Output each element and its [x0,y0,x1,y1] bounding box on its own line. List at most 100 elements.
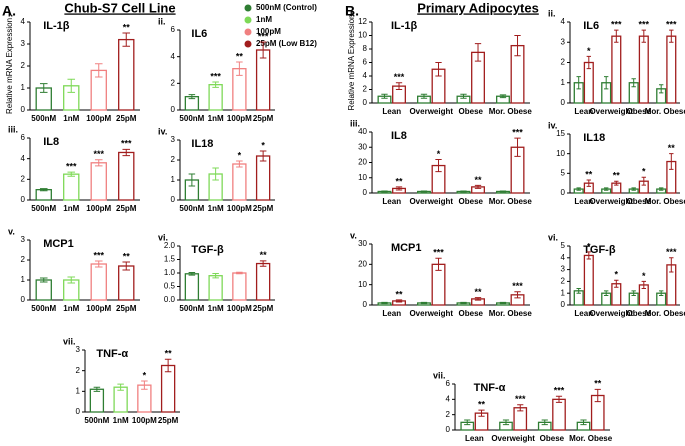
panel-label: vii. [63,336,76,346]
y-tick-label: 20 [358,259,367,268]
significance: *** [93,250,104,260]
panel-label: iv. [158,126,167,136]
error-bar [580,419,587,426]
panel-label: vi. [548,232,558,242]
y-tick-label: 0 [21,195,26,204]
error-bar [236,271,243,275]
error-bar [188,94,196,100]
error-bar [658,290,664,297]
error-bar [502,419,510,426]
x-tick-label: Lean [465,434,484,443]
y-tick-label: 0.5 [164,282,176,291]
x-tick-label: 25pM [116,204,137,213]
y-tick-label: 0 [171,195,176,204]
error-bar [236,160,243,168]
significance: ** [585,169,593,179]
significance: ** [236,51,244,61]
x-tick-label: 25pM [116,114,137,123]
error-bar [94,260,103,268]
y-tick-label: 4 [561,17,566,26]
y-tick-label: 1.0 [164,268,176,277]
x-tick-label: 500nM [31,304,56,313]
y-tick-label: 3 [21,235,26,244]
y-tick-label: 6 [363,58,368,67]
x-tick-label: Lean [574,107,593,116]
error-bar [603,290,609,297]
chart-title: IL8 [391,130,407,142]
y-tick-label: 15 [556,129,565,138]
x-tick-label: Overweight [589,309,633,318]
x-tick-label: Mor. Obese [489,197,533,206]
y-tick-label: 0 [76,407,81,416]
y-tick-label: 8 [363,44,368,53]
legend-label: 100pM [256,27,281,36]
y-tick-label: 3 [76,345,81,354]
bar [90,263,107,301]
y-tick-label: 1 [561,78,566,87]
error-bar [460,190,467,193]
error-bar [514,291,521,299]
significance: * [615,270,619,280]
legend-swatch [244,4,252,12]
error-bar [586,55,592,70]
bar [232,163,247,201]
error-bar [236,61,243,76]
bar [208,84,223,111]
error-bar [586,179,592,187]
panel-label: A. [2,3,16,19]
error-bar [669,257,674,273]
significance: * [238,150,242,160]
y-tick-label: 0 [363,300,368,309]
chart-title: IL-1β [43,20,70,32]
error-bar [381,301,388,305]
significance: *** [512,281,523,291]
bar [184,273,200,301]
y-tick-label: 1 [171,175,176,184]
chart-title: IL6 [191,28,207,40]
error-bar [67,78,76,93]
y-tick-label: 2 [21,61,26,70]
significance: ** [396,176,404,186]
error-bar [614,29,619,43]
significance: * [587,46,591,56]
error-bar [212,273,219,279]
x-tick-label: Mor. Obese [645,197,685,206]
y-tick-label: 1 [561,288,566,297]
x-tick-label: Mor. Obese [569,434,613,443]
error-bar [39,83,48,93]
bar [113,386,128,413]
x-tick-label: 1nM [63,304,79,313]
panel-label: i. [8,8,13,18]
chart-title: IL18 [583,132,605,144]
significance: ** [396,289,404,299]
bar [208,275,223,301]
error-bar [631,78,636,88]
x-tick-label: Mor. Obese [489,309,533,318]
y-tick-label: 1 [21,83,26,92]
y-tick-label: 6 [446,379,451,388]
bar [232,272,247,301]
chart-title: IL6 [583,20,599,32]
error-bar [435,257,442,271]
error-bar [541,419,548,426]
x-tick-label: 100pM [86,304,111,313]
bar [160,364,176,413]
bar [35,189,52,201]
x-tick-label: Obese [627,197,652,206]
panel-label: iii. [8,124,18,134]
error-bar [614,279,619,288]
y-tick-label: 4 [171,52,176,61]
y-tick-label: 3 [171,135,176,144]
error-bar [460,93,467,99]
y-tick-label: 10 [358,173,367,182]
x-tick-label: 25pM [253,304,274,313]
significance: *** [639,19,650,29]
x-tick-label: 1nM [208,114,224,123]
y-tick-label: 2 [171,78,176,87]
error-bar [631,290,636,297]
x-tick-label: 500nM [31,204,56,213]
bar [552,398,566,431]
error-bar [514,137,521,157]
x-tick-label: 25pM [116,304,137,313]
bar [611,35,622,104]
